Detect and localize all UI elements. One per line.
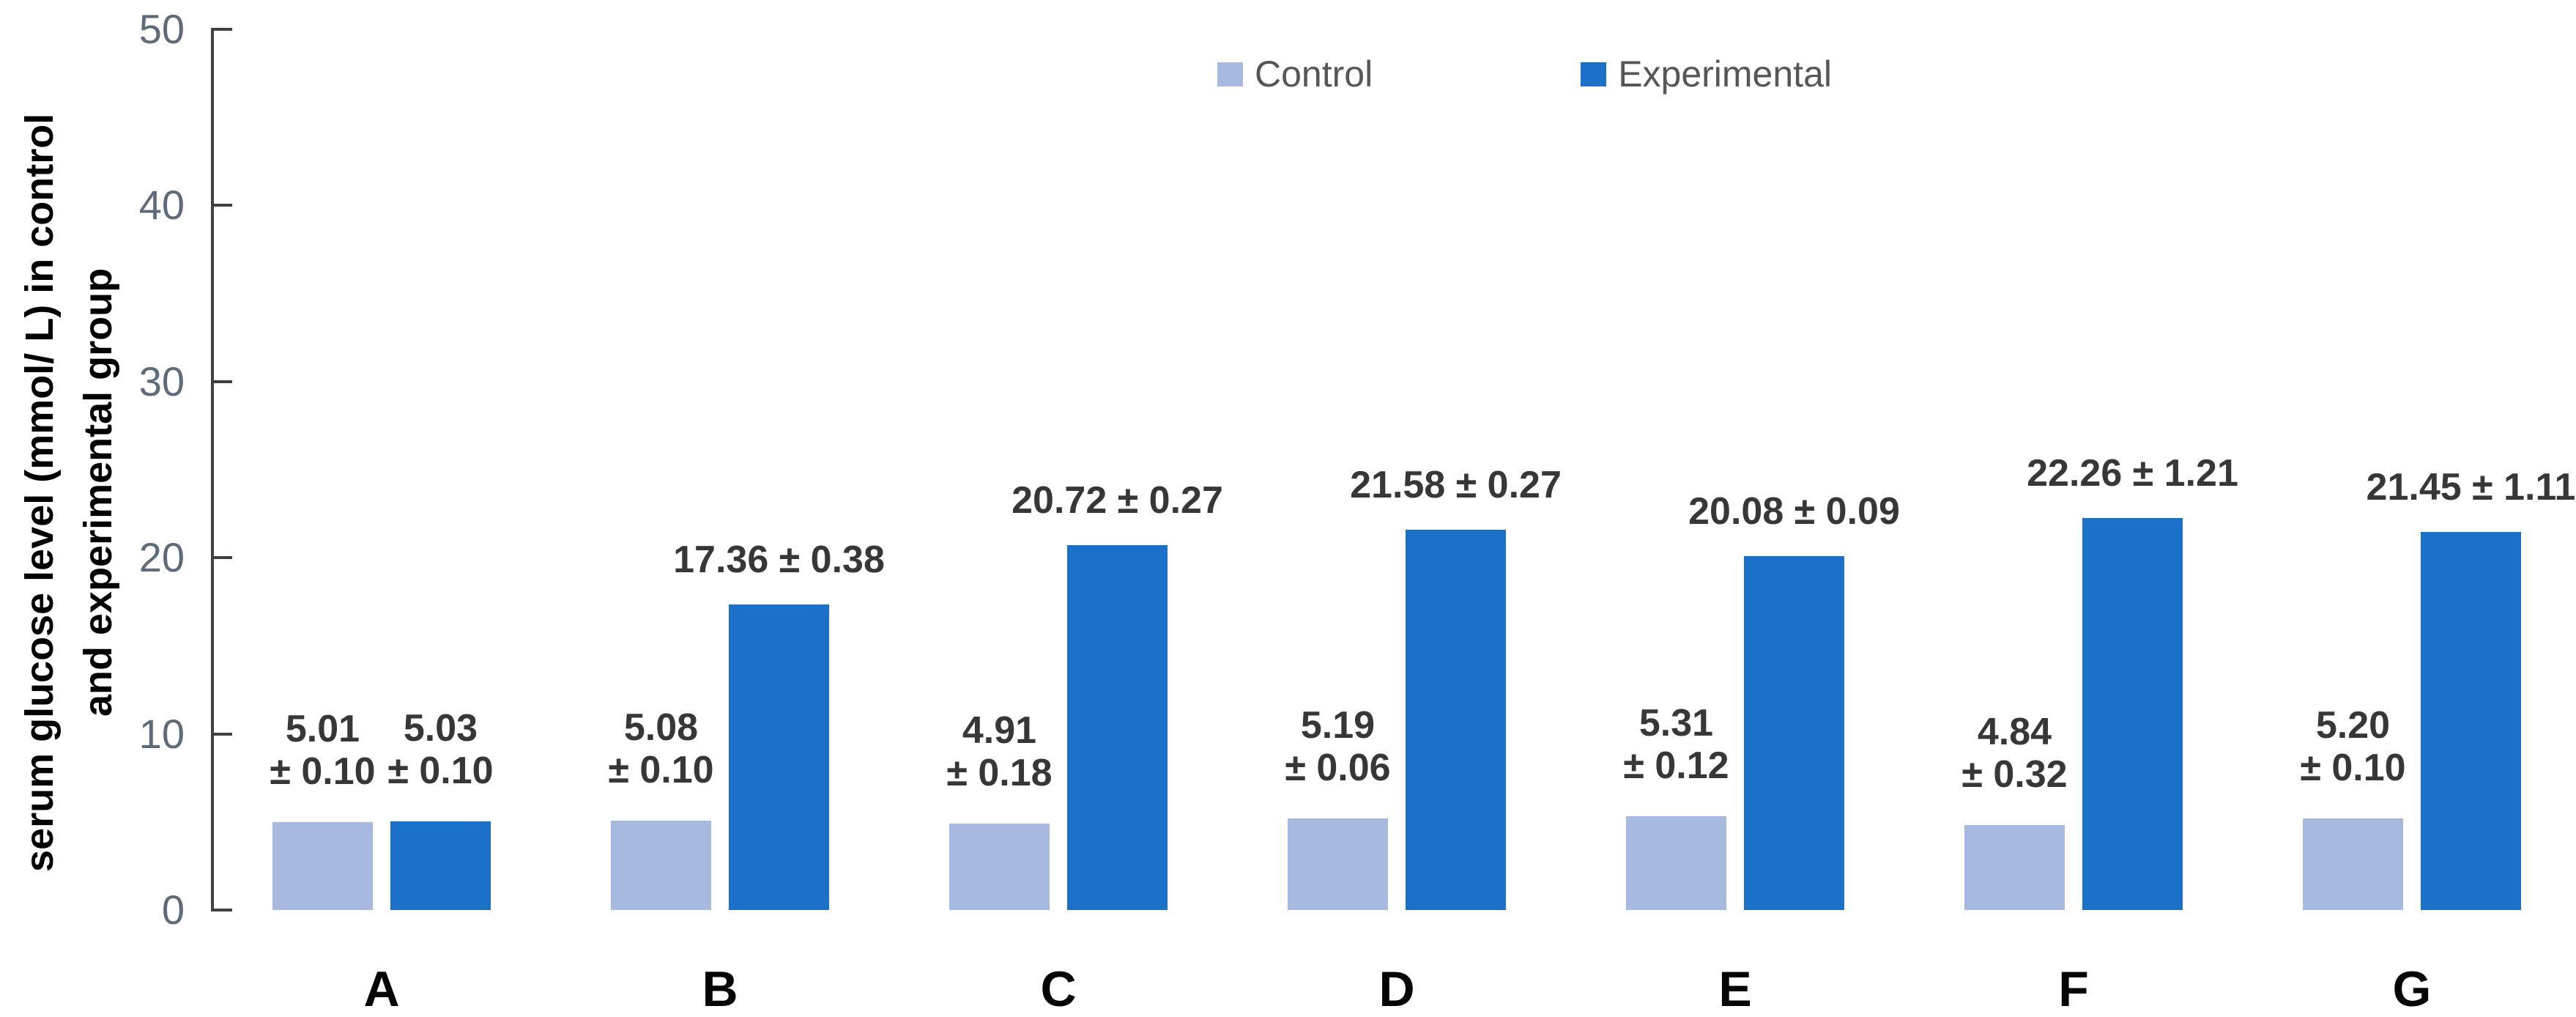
bar-experimental-G <box>2421 532 2521 910</box>
y-tick-label-0: 0 <box>161 887 185 933</box>
y-tick-label-40: 40 <box>138 182 185 229</box>
label-control-E: 5.31 ± 0.12 <box>1623 702 1729 788</box>
label-control-C: 4.91 ± 0.18 <box>946 709 1053 794</box>
legend: Control Experimental <box>1217 56 1832 92</box>
bar-control-D <box>1288 818 1388 910</box>
label-experimental-D: 21.58 ± 0.27 <box>1350 464 1562 507</box>
label-experimental-C: 20.72 ± 0.27 <box>1012 478 1223 522</box>
category-label-F: F <box>2058 961 2089 1017</box>
label-experimental-G: 21.45 ± 1.11 <box>2366 466 2576 509</box>
label-control-D: 5.19 ± 0.06 <box>1285 704 1391 790</box>
y-tick-40 <box>212 204 232 207</box>
experimental-swatch-icon <box>1581 62 1607 86</box>
bar-control-B <box>611 820 711 910</box>
bar-experimental-D <box>1406 530 1506 910</box>
y-tick-10 <box>212 732 232 736</box>
label-control-F: 4.84 ± 0.32 <box>1961 710 2068 796</box>
y-tick-30 <box>212 380 232 383</box>
bar-control-C <box>949 823 1050 910</box>
legend-label-control: Control <box>1255 53 1373 95</box>
y-tick-label-20: 20 <box>138 534 185 581</box>
label-experimental-A: 5.03 ± 0.10 <box>387 707 494 793</box>
bar-experimental-E <box>1744 556 1844 910</box>
category-label-E: E <box>1718 961 1752 1017</box>
category-label-G: G <box>2392 961 2432 1017</box>
label-control-G: 5.20 ± 0.10 <box>2300 703 2406 789</box>
y-tick-50 <box>212 28 232 31</box>
y-tick-20 <box>212 556 232 560</box>
bar-experimental-A <box>390 821 491 910</box>
y-tick-label-50: 50 <box>138 6 185 52</box>
bar-control-E <box>1626 816 1726 910</box>
label-control-B: 5.08 ± 0.10 <box>608 706 714 791</box>
bar-experimental-B <box>729 604 829 910</box>
label-experimental-E: 20.08 ± 0.09 <box>1688 490 1900 533</box>
bar-control-F <box>1964 824 2065 910</box>
category-label-A: A <box>363 961 400 1017</box>
category-label-C: C <box>1040 961 1077 1017</box>
y-tick-0 <box>212 909 232 911</box>
y-axis-line <box>211 28 214 911</box>
label-experimental-B: 17.36 ± 0.38 <box>673 538 885 581</box>
label-control-A: 5.01 ± 0.10 <box>270 707 376 793</box>
label-experimental-F: 22.26 ± 1.21 <box>2027 451 2238 495</box>
legend-label-experimental: Experimental <box>1618 53 1832 95</box>
bar-experimental-C <box>1067 544 1168 910</box>
bar-experimental-F <box>2082 517 2183 910</box>
y-tick-label-30: 30 <box>138 358 185 404</box>
category-label-D: D <box>1378 961 1415 1017</box>
bar-control-A <box>272 821 373 910</box>
y-tick-label-10: 10 <box>138 710 185 757</box>
legend-item-experimental: Experimental <box>1581 56 1832 92</box>
legend-item-control: Control <box>1217 56 1373 92</box>
control-swatch-icon <box>1217 62 1243 86</box>
bar-control-G <box>2303 818 2403 910</box>
category-label-B: B <box>702 961 738 1017</box>
